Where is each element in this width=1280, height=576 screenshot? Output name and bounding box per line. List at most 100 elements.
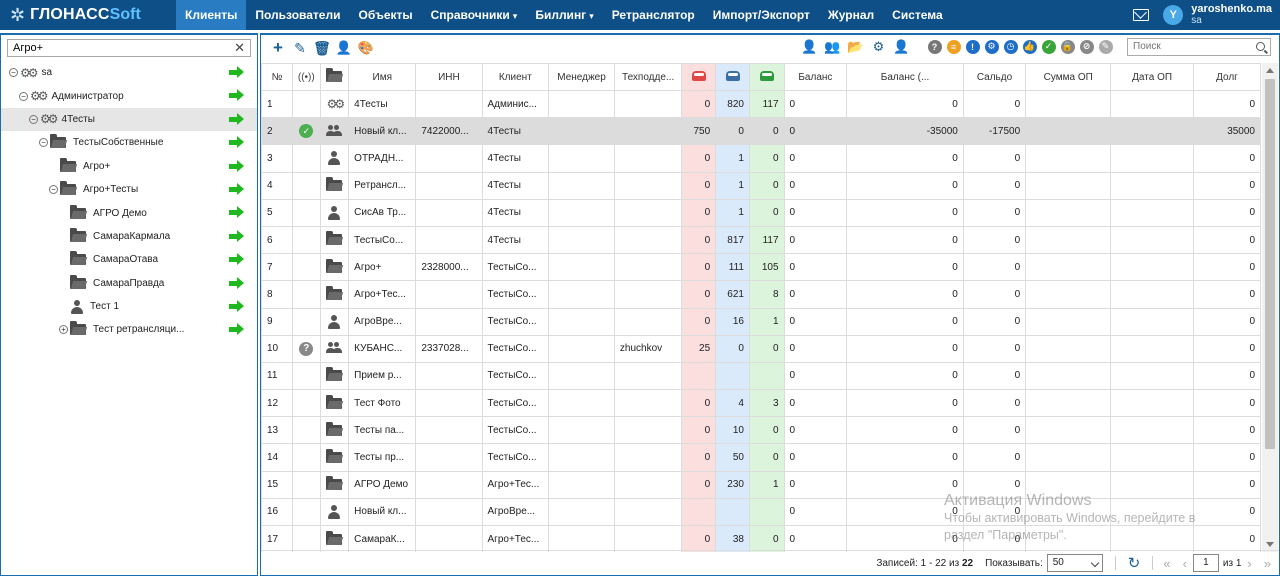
nav-item-3[interactable]: Справочники ▾	[422, 0, 527, 30]
arrow-right-icon[interactable]	[229, 66, 245, 78]
col-saldo[interactable]: Сальдо	[962, 63, 1027, 91]
table-row[interactable]: 12 Тест Фото ТестыСо... 0 4 3 0 0 0 0	[261, 389, 1261, 418]
page-number-input[interactable]: 1	[1192, 554, 1219, 572]
arrow-right-icon[interactable]	[229, 159, 245, 172]
col-debt[interactable]: Долг	[1192, 63, 1261, 91]
clock-icon[interactable]: ◷	[1003, 39, 1018, 54]
prev-page-icon[interactable]: ‹	[1182, 555, 1187, 571]
thumbs-up-icon[interactable]: 👍	[1022, 39, 1037, 54]
tree-item[interactable]: − ТестыСобственные	[1, 131, 257, 154]
tree-item[interactable]: СамараПравда	[1, 272, 257, 295]
col-client[interactable]: Клиент	[481, 63, 550, 91]
settings-icon[interactable]: ⚙	[984, 39, 999, 54]
table-row[interactable]: 5 СисАв Тр... 4Тесты 0 1 0 0 0 0 0	[261, 198, 1261, 227]
arrow-right-icon[interactable]	[229, 276, 245, 289]
nav-item-6[interactable]: Импорт/Экспорт	[704, 0, 819, 30]
users-icon[interactable]: 👥	[824, 38, 841, 54]
next-page-icon[interactable]: ›	[1247, 555, 1252, 571]
block-icon[interactable]: ⊘	[1079, 39, 1094, 54]
nav-item-8[interactable]: Система	[883, 0, 952, 30]
table-row[interactable]: 1 ⚙⚙ 4Тесты Админис... 0 820 117 0 0 0 0	[261, 89, 1261, 119]
expand-icon[interactable]: +	[59, 325, 68, 335]
tree-item[interactable]: Тест 1	[1, 295, 257, 318]
table-row[interactable]: 4 Ретрансл... 4Тесты 0 1 0 0 0 0 0	[261, 171, 1261, 200]
grid-search-input[interactable]	[1128, 38, 1248, 55]
refresh-icon[interactable]: ↻	[1127, 555, 1141, 572]
arrow-right-icon[interactable]	[229, 112, 245, 125]
table-row[interactable]: 14 Тесты пр... ТестыСо... 0 50 0 0 0 0 0	[261, 443, 1261, 472]
arrow-right-icon[interactable]	[229, 299, 245, 312]
col-car-green[interactable]	[748, 63, 785, 91]
table-row[interactable]: 9 АгроВре... ТестыСо... 0 16 1 0 0 0 0	[261, 307, 1261, 336]
tree-item[interactable]: АГРО Демо	[1, 201, 257, 224]
tree-item[interactable]: СамараКармала	[1, 225, 257, 248]
gears-icon[interactable]: ⚙	[872, 38, 885, 54]
vertical-scrollbar[interactable]	[1262, 63, 1278, 552]
table-row[interactable]: 16 Новый кл... АгроВре... 0 0 0 0	[261, 497, 1261, 527]
arrow-right-icon[interactable]	[229, 136, 245, 149]
tree-item[interactable]: + Тест ретрансляци...	[1, 318, 257, 341]
table-row[interactable]: 11 Прием р... ТестыСо... 0 0 0 0	[261, 361, 1261, 391]
clear-icon[interactable]: ✕	[234, 40, 245, 55]
scroll-up-icon[interactable]	[1266, 68, 1274, 73]
col-balance[interactable]: Баланс	[783, 63, 848, 91]
table-row[interactable]: 17 СамараК... Агро+Тес... 0 38 0 0 0 0 0	[261, 524, 1261, 552]
col-name[interactable]: Имя	[348, 63, 417, 91]
table-row[interactable]: 7 Агро+ 2328000... ТестыСо... 0 111 105 0 0 0 0	[261, 253, 1261, 282]
user-icon[interactable]: 👤	[801, 38, 818, 54]
last-page-icon[interactable]: »	[1263, 555, 1271, 571]
collapse-icon[interactable]: −	[39, 138, 48, 148]
edit-button[interactable]: ✎	[294, 39, 306, 56]
col-type[interactable]	[319, 63, 350, 91]
col-inn[interactable]: ИНН	[415, 63, 483, 91]
tree-item[interactable]: − ⚙⚙ Администратор	[1, 84, 257, 107]
arrow-right-icon[interactable]	[229, 323, 245, 336]
folder-open-icon[interactable]: 📂	[847, 38, 864, 54]
check-icon[interactable]: ✓	[1041, 39, 1056, 54]
table-row[interactable]: 2 ✓ Новый кл... 7422000... 4Тесты 750 0 0 0 -3500…	[261, 117, 1261, 146]
tree-item[interactable]: Агро+	[1, 155, 257, 178]
nav-item-5[interactable]: Ретранслятор	[603, 0, 704, 30]
table-row[interactable]: 3 ОТРАДН... 4Тесты 0 1 0 0 0 0 0	[261, 144, 1261, 173]
tree-item[interactable]: − Агро+Тесты	[1, 178, 257, 201]
collapse-icon[interactable]: −	[19, 91, 28, 101]
tree-item[interactable]: СамараОтава	[1, 248, 257, 271]
nav-item-7[interactable]: Журнал	[819, 0, 883, 30]
lock-icon[interactable]: 🔒	[1060, 39, 1075, 54]
nav-item-0[interactable]: Клиенты	[176, 0, 247, 30]
add-button[interactable]: +	[273, 38, 283, 57]
table-row[interactable]: 6 ТестыСо... 4Тесты 0 817 117 0 0 0 0	[261, 225, 1261, 255]
question-icon[interactable]: ?	[927, 39, 942, 54]
col-num[interactable]: №	[261, 63, 293, 91]
table-row[interactable]: 15 АГРО Демо Агро+Тес... 0 230 1 0 0 0 0	[261, 470, 1261, 499]
search-icon[interactable]	[1256, 41, 1265, 51]
nav-item-2[interactable]: Объекты	[349, 0, 421, 30]
col-car-blue[interactable]	[715, 63, 750, 91]
col-connection[interactable]: ((•))	[291, 63, 321, 91]
col-balance2[interactable]: Баланс (...	[846, 63, 964, 91]
delete-button[interactable]: 🗑	[313, 39, 331, 56]
scroll-down-icon[interactable]	[1266, 542, 1274, 547]
table-row[interactable]: 13 Тесты па... ТестыСо... 0 10 0 0 0 0 0	[261, 416, 1261, 445]
table-row[interactable]: 8 Агро+Тес... ТестыСо... 0 621 8 0 0 0 0	[261, 280, 1261, 309]
page-size-select[interactable]: 50	[1046, 554, 1103, 572]
arrow-right-icon[interactable]	[229, 229, 245, 242]
col-date-op[interactable]: Дата ОП	[1110, 63, 1194, 91]
list-icon[interactable]: ≡	[946, 39, 961, 54]
avatar[interactable]: Y	[1163, 5, 1184, 25]
col-car-red[interactable]	[681, 63, 717, 91]
collapse-icon[interactable]: −	[29, 114, 38, 124]
collapse-icon[interactable]: −	[9, 68, 18, 78]
col-sum-op[interactable]: Сумма ОП	[1025, 63, 1112, 91]
table-row[interactable]: 10? КУБАНС... 2337028... ТестыСо... zhuchkov…	[261, 334, 1261, 363]
tree-search-input[interactable]	[8, 40, 250, 56]
nav-item-4[interactable]: Биллинг ▾	[526, 0, 602, 30]
arrow-right-icon[interactable]	[229, 206, 245, 219]
collapse-icon[interactable]: −	[49, 185, 58, 195]
add-user-button[interactable]: 👤	[335, 40, 353, 55]
arrow-right-icon[interactable]	[229, 182, 245, 195]
first-page-icon[interactable]: «	[1163, 555, 1171, 571]
pencil-off-icon[interactable]: ✎	[1098, 39, 1113, 54]
scroll-thumb[interactable]	[1265, 79, 1275, 449]
logo[interactable]: ✲ ГЛОНАСС Soft	[0, 6, 176, 24]
